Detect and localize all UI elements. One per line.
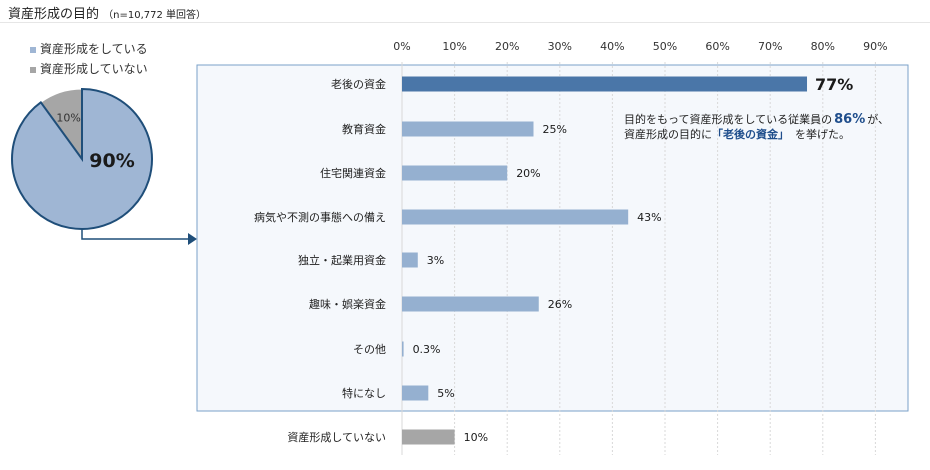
legend-swatch-not-doing [30, 66, 36, 73]
title-divider [0, 22, 930, 23]
x-tick-label: 0% [393, 40, 410, 53]
category-label: 病気や不測の事態への備え [254, 210, 386, 224]
data-label: 0.3% [413, 343, 441, 356]
bar [402, 296, 539, 312]
data-label: 10% [464, 431, 488, 444]
category-label: 独立・起業用資金 [298, 253, 386, 267]
bar [402, 209, 629, 225]
legend-swatch-doing [30, 46, 36, 53]
x-tick-label: 20% [495, 40, 519, 53]
category-label: 資産形成していない [287, 431, 386, 444]
x-tick-label: 70% [758, 40, 782, 53]
x-tick-label: 30% [548, 40, 572, 53]
chart-title-block: 資産形成の目的 （n=10,772 単回答） [8, 3, 206, 22]
legend-label-doing: 資産形成をしている [40, 42, 148, 56]
legend-item-doing: 資産形成をしている [30, 40, 148, 57]
bar [402, 76, 808, 92]
callout-line2-prefix: 資産形成の目的に [624, 128, 712, 141]
x-tick-label: 10% [442, 40, 466, 53]
x-tick-label: 50% [653, 40, 677, 53]
legend-label-not-doing: 資産形成していない [40, 62, 148, 76]
category-label: 老後の資金 [331, 77, 386, 91]
callout-line-2: 資産形成の目的に「老後の資金」 を挙げた。 [624, 127, 889, 142]
data-label: 43% [637, 211, 661, 224]
callout-text: 目的をもって資産形成をしている従業員の 86% が、 資産形成の目的に「老後の資金」… [624, 112, 889, 142]
bar [402, 121, 534, 137]
sample-note: （n=10,772 単回答） [103, 10, 207, 21]
legend-item-not-doing: 資産形成していない [30, 60, 148, 77]
pie-label-doing: 90% [89, 150, 134, 172]
pie-slice-doing [11, 87, 153, 230]
bar [402, 429, 455, 445]
data-label: 5% [437, 387, 454, 400]
x-tick-label: 80% [811, 40, 835, 53]
callout-percent: 86% [834, 112, 866, 127]
pie-label-not-doing: 10% [56, 112, 80, 125]
bar [402, 165, 508, 181]
category-label: 住宅関連資金 [320, 166, 386, 180]
x-tick-label: 60% [705, 40, 729, 53]
data-label: 26% [548, 298, 572, 311]
bar [402, 341, 404, 357]
chart-title: 資産形成の目的 [8, 7, 100, 22]
pie-connector-arrowhead [188, 233, 197, 245]
callout-line1-suffix: が、 [867, 113, 890, 126]
category-label: 教育資金 [342, 122, 386, 136]
bar [402, 385, 429, 401]
data-label: 25% [543, 123, 567, 136]
callout-line1-prefix: 目的をもって資産形成をしている従業員の [624, 113, 833, 126]
category-label: 趣味・娯楽資金 [309, 297, 386, 311]
callout-line2-suffix: を挙げた。 [795, 128, 850, 141]
data-label: 77% [815, 75, 853, 94]
callout-highlight: 「老後の資金」 [712, 128, 789, 141]
x-tick-label: 90% [863, 40, 887, 53]
pie-connector-line [81, 229, 188, 240]
x-tick-label: 40% [600, 40, 624, 53]
data-label: 3% [427, 254, 444, 267]
data-label: 20% [516, 167, 540, 180]
category-label: 特になし [342, 386, 386, 400]
callout-line-1: 目的をもって資産形成をしている従業員の 86% が、 [624, 112, 889, 127]
breakdown-panel [196, 64, 909, 412]
category-label: その他 [353, 343, 386, 356]
bar [402, 252, 418, 268]
